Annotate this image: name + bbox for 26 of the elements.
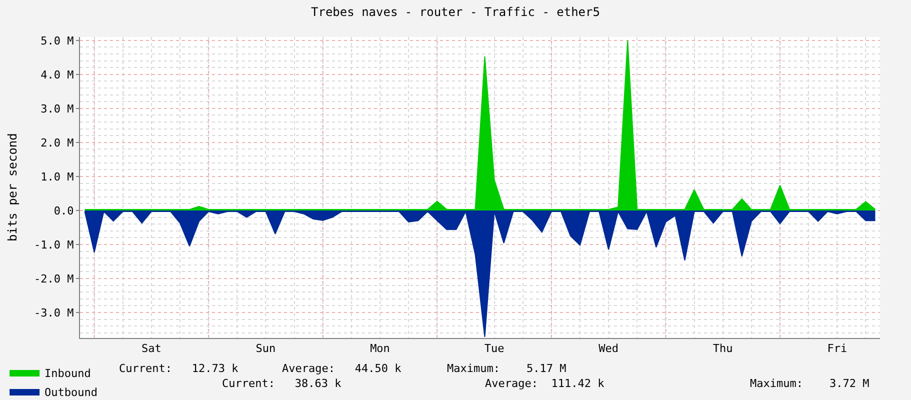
text: Current: 12.73 k [119,362,239,375]
y-tick-label: 3.0 M [40,102,74,116]
x-tick-label: Wed [598,342,619,356]
x-tick-label: Sat [141,342,162,356]
x-tick-label: Sun [256,342,276,356]
y-tick-label: 5.0 M [40,34,74,48]
legend-label: Inbound [44,366,91,380]
text: Average: 44.50 k [282,362,402,375]
x-tick-label: Mon [370,342,390,356]
y-axis-title: bits per second [6,133,20,242]
y-tick-label: 0.0 [54,204,74,218]
legend-label: Outbound [44,386,98,399]
y-tick-label: 2.0 M [40,136,74,150]
text: Maximum: 3.72 M [750,377,870,390]
y-tick-label: -2.0 M [34,272,74,286]
y-tick-label: 1.0 M [40,170,74,184]
text: Current: 38.63 k [222,377,342,390]
text: Maximum: 5.17 M [447,362,567,375]
x-tick-label: Thu [712,342,733,356]
y-tick-label: -1.0 M [34,238,74,252]
y-tick-label: 4.0 M [40,68,74,82]
chart-title: Trebes naves - router - Traffic - ether5 [311,5,600,20]
x-tick-label: Fri [827,342,848,356]
x-tick-label: Tue [484,342,504,356]
y-tick-label: -3.0 M [34,306,74,320]
text: Average: 111.42 k [485,377,605,390]
